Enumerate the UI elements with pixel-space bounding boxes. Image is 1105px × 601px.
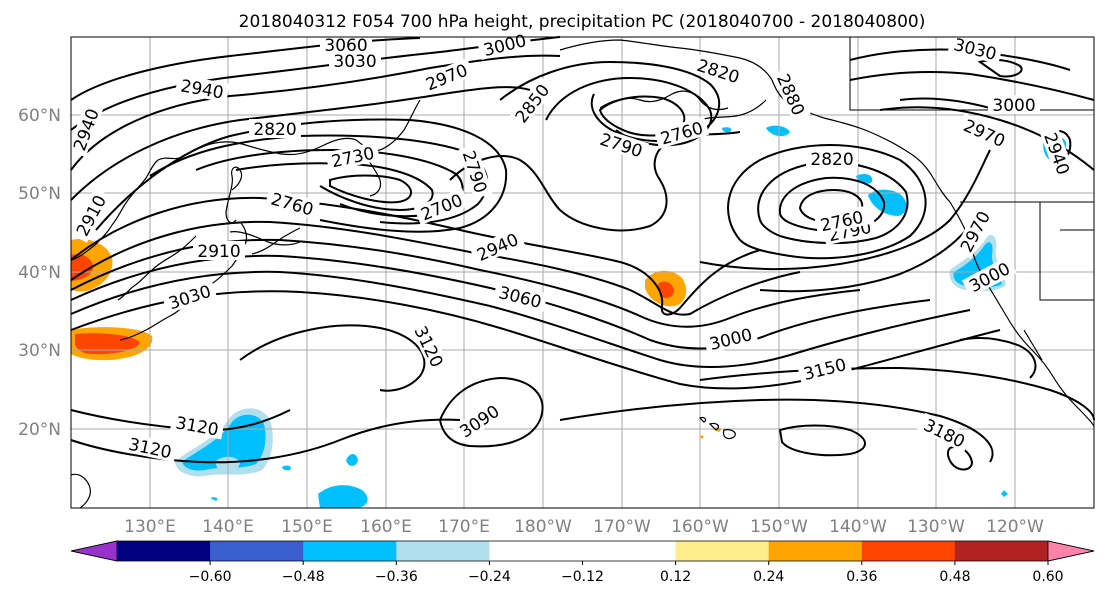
latitude-labels: 60°N 50°N 40°N 30°N 20°N: [18, 106, 61, 440]
lon-label: 180°W: [514, 517, 572, 537]
contour-label: 2820: [253, 120, 296, 140]
lat-label: 40°N: [18, 263, 61, 283]
negative-anomaly-core: [210, 497, 218, 501]
colorbar-segment: [210, 541, 304, 561]
lon-label: 150°E: [281, 517, 333, 537]
colorbar-segment: [117, 541, 211, 561]
colorbar-segment: [954, 541, 1049, 561]
lon-label: 130°W: [907, 517, 965, 537]
lon-label: 170°W: [593, 517, 651, 537]
contour-label: 2910: [197, 242, 240, 262]
colorbar-tick-label: −0.12: [561, 569, 604, 585]
lat-label: 20°N: [18, 420, 61, 440]
map-title: 2018040312 F054 700 hPa height, precipit…: [239, 12, 926, 32]
negative-anomaly-core: [318, 485, 368, 508]
colorbar-segment: [303, 541, 397, 561]
colorbar-tick-label: 0.12: [660, 569, 691, 585]
colorbar-segment: [861, 541, 956, 561]
lat-label: 60°N: [18, 106, 61, 126]
colorbar-tick-label: −0.60: [189, 569, 232, 585]
map-frame: [70, 36, 1095, 509]
lon-label: 160°E: [360, 517, 412, 537]
colorbar-segment: [582, 541, 677, 561]
negative-anomaly-core: [1001, 490, 1008, 497]
colorbar-tick-label: 0.36: [846, 569, 877, 585]
lon-label: 140°W: [829, 517, 887, 537]
colorbar-tick-label: −0.24: [468, 569, 511, 585]
lat-label: 30°N: [18, 341, 61, 361]
colorbar-outline: [70, 540, 1095, 562]
lon-label: 120°W: [986, 517, 1044, 537]
contour-label: 2820: [810, 150, 853, 170]
lon-label: 160°W: [671, 517, 729, 537]
lat-label: 50°N: [18, 184, 61, 204]
colorbar-tick-label: 0.24: [753, 569, 784, 585]
contour-label: 3000: [992, 96, 1035, 116]
colorbar-tick-label: −0.48: [282, 569, 325, 585]
colorbar-segment: [396, 541, 490, 561]
positive-anomaly-region: [700, 435, 704, 439]
positive-anomaly-core: [71, 254, 93, 281]
negative-anomaly-core: [346, 454, 358, 466]
colorbar-tick-label: 0.60: [1032, 569, 1063, 585]
negative-anomaly-core: [868, 189, 907, 216]
map-panel: 3060 3000 3030 3030 2970 2820 2880 3000 …: [67, 29, 1095, 509]
colorbar-segment: [489, 541, 583, 561]
colorbar: −0.60 −0.48 −0.36 −0.24 −0.12 0.12 0.24 0.36 0.4…: [70, 540, 1095, 585]
coastlines: [70, 39, 1095, 509]
lon-label: 130°E: [124, 517, 176, 537]
lon-label: 140°E: [202, 517, 254, 537]
negative-anomaly-core: [722, 127, 732, 133]
contour-label: 3030: [333, 52, 376, 72]
colorbar-segment: [768, 541, 863, 561]
lon-label: 170°E: [438, 517, 490, 537]
colorbar-segment: [675, 541, 770, 561]
colorbar-tick-label: −0.36: [375, 569, 418, 585]
colorbar-extend-high: [1047, 540, 1095, 562]
lon-label: 150°W: [750, 517, 808, 537]
height-contours: [70, 36, 1095, 471]
colorbar-extend-low: [70, 540, 118, 562]
negative-anomaly-core: [766, 125, 790, 137]
positive-anomaly-core: [658, 281, 674, 298]
colorbar-tick-label: 0.48: [939, 569, 970, 585]
negative-anomaly-core: [282, 465, 291, 471]
longitude-labels: 130°E 140°E 150°E 160°E 170°E 180°W 170°…: [124, 517, 1044, 537]
